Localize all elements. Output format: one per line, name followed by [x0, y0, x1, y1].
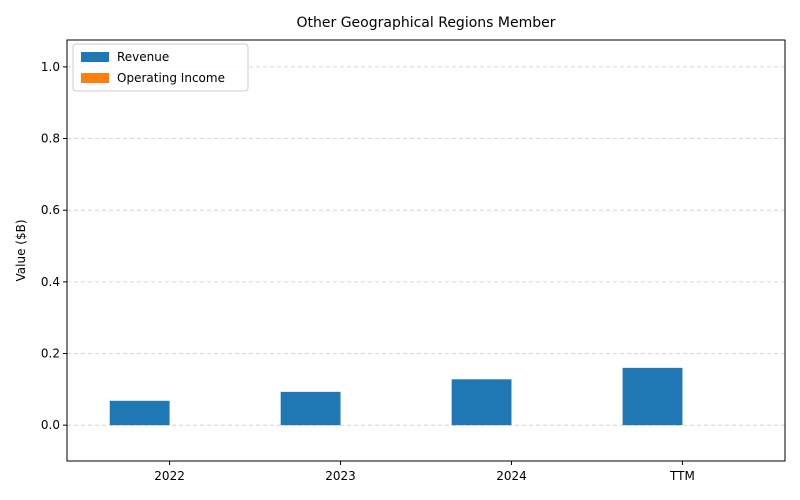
bars-layer	[109, 367, 683, 426]
legend-label: Revenue	[117, 50, 169, 64]
chart-title: Other Geographical Regions Member	[297, 15, 556, 31]
x-tick-label: 2023	[325, 469, 356, 483]
x-tick-label: 2022	[154, 469, 185, 483]
legend-swatch	[81, 73, 109, 83]
bar-revenue-2024	[451, 379, 512, 426]
legend-label: Operating Income	[117, 71, 225, 85]
y-tick-label: 0.4	[41, 275, 60, 289]
legend-swatch	[81, 52, 109, 62]
ticks-layer: 0.0 0.2 0.4 0.6 0.8 1.0 2022 2023 2024 TTM	[41, 60, 695, 483]
y-tick-label: 0.0	[41, 418, 60, 432]
y-tick-label: 0.2	[41, 347, 60, 361]
legend: Revenue Operating Income	[72, 43, 249, 92]
bar-revenue-ttm	[622, 367, 683, 426]
x-tick-label: 2024	[496, 469, 527, 483]
y-tick-label: 1.0	[41, 60, 60, 74]
plot-frame	[66, 39, 786, 462]
y-tick-label: 0.8	[41, 132, 60, 146]
x-tick-label: TTM	[669, 469, 695, 483]
bar-revenue-2023	[280, 391, 341, 426]
legend-box	[72, 43, 249, 92]
y-axis-label: Value ($B)	[14, 220, 28, 282]
y-tick-label: 0.6	[41, 203, 60, 217]
bar-revenue-2022	[109, 400, 170, 426]
